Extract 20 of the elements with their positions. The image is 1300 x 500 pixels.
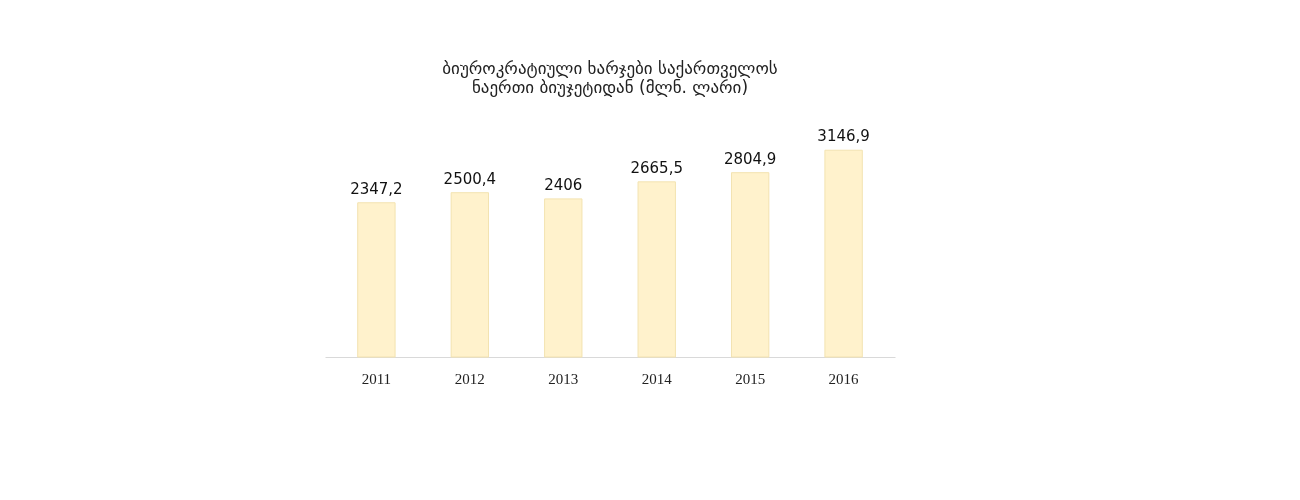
data-label: 3146,9 (817, 127, 870, 146)
text: ნაერთი ბიუჯეტიდან (მლნ. ლარი) (471, 77, 749, 97)
text: ბიუროკრატიული ხარჯები საქართველოს (442, 58, 778, 78)
x-tick-label: 2016 (828, 370, 860, 387)
bar (544, 198, 583, 358)
x-tick-label: 2014 (641, 370, 673, 387)
bar (450, 192, 490, 358)
x-tick-label: 2013 (548, 370, 579, 387)
data-label: 2406 (544, 175, 583, 194)
data-label: 2804,9 (723, 149, 777, 168)
data-label: 2500,4 (443, 169, 497, 188)
x-tick-label: 2012 (454, 370, 485, 387)
data-label: 2665,5 (630, 158, 683, 177)
bar (637, 181, 676, 358)
x-tick-label: 2015 (735, 370, 766, 387)
x-tick-label: 2011 (361, 370, 392, 387)
bar (824, 149, 863, 358)
bar (357, 202, 396, 358)
data-label: 2347,2 (350, 179, 403, 198)
bar (730, 172, 770, 358)
